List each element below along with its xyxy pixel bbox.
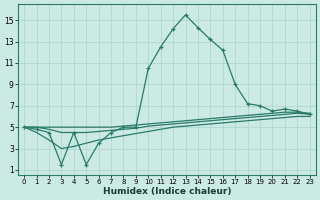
X-axis label: Humidex (Indice chaleur): Humidex (Indice chaleur) [103,187,231,196]
